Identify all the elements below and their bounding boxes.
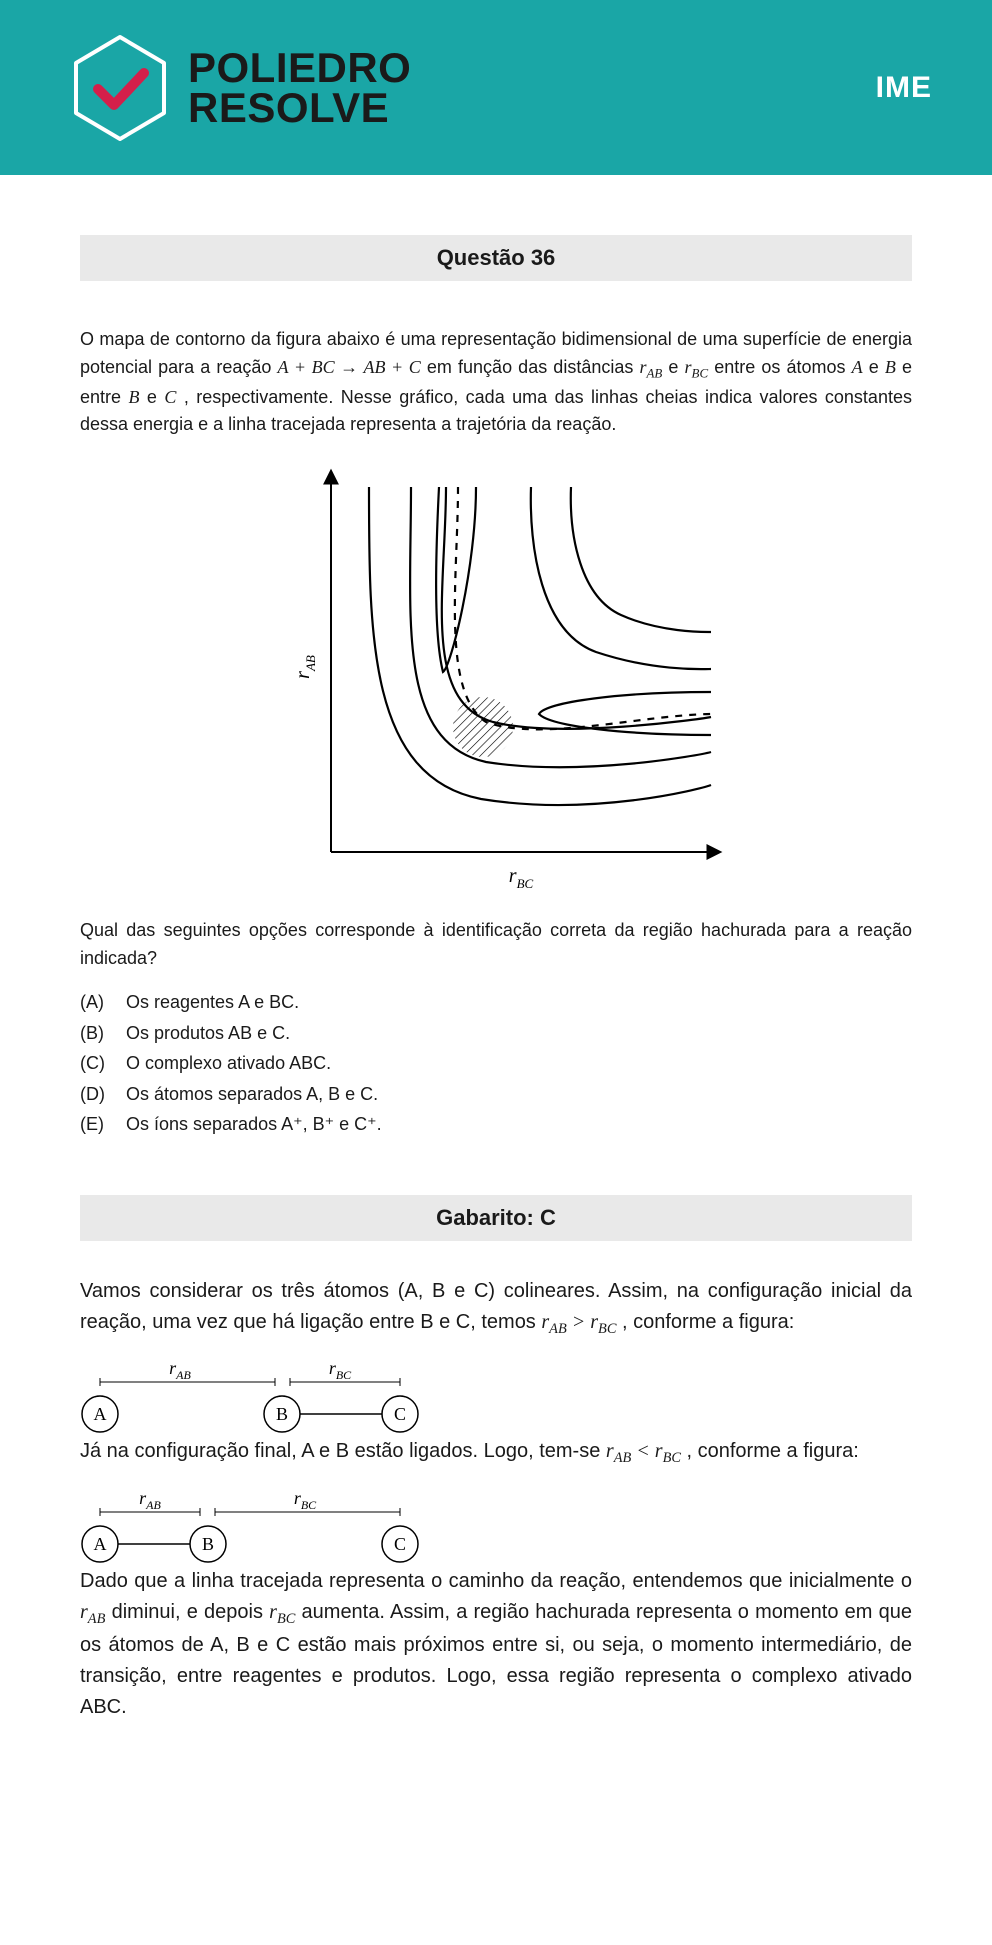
solution-p2: Já na configuração final, A e B estão li…: [80, 1436, 912, 1469]
brand-bottom: RESOLVE: [188, 88, 411, 128]
exam-tag: IME: [876, 71, 932, 105]
atom-diagram-2: rAB rBC A B C: [80, 1486, 440, 1566]
svg-text:rBC: rBC: [329, 1358, 352, 1382]
option-list: (A)Os reagentes A e BC. (B)Os produtos A…: [80, 987, 912, 1140]
brand-top: POLIEDRO: [188, 48, 411, 88]
brand-text: POLIEDRO RESOLVE: [188, 48, 411, 128]
question-prompt: Qual das seguintes opções corresponde à …: [80, 917, 912, 973]
brand-badge: [70, 33, 170, 143]
svg-text:B: B: [276, 1404, 288, 1424]
page-body: Questão 36 O mapa de contorno da figura …: [0, 175, 992, 1799]
svg-text:A: A: [94, 1534, 107, 1554]
solution-p3: Dado que a linha tracejada representa o …: [80, 1566, 912, 1723]
svg-text:rBC: rBC: [294, 1488, 317, 1512]
answer-bar: Gabarito: C: [80, 1195, 912, 1241]
svg-text:A: A: [94, 1404, 107, 1424]
question-paragraph-1: O mapa de contorno da figura abaixo é um…: [80, 326, 912, 439]
brand-lockup: POLIEDRO RESOLVE: [70, 33, 411, 143]
atom-diagram-1: rAB rBC A B C: [80, 1356, 440, 1436]
svg-text:rAB: rAB: [139, 1488, 161, 1512]
hexagon-check-icon: [70, 33, 170, 143]
reaction-formula: A + BC → AB + C: [278, 357, 421, 377]
contour-plot-svg: rAB rBC: [261, 457, 731, 897]
option-d: (D)Os átomos separados A, B e C.: [80, 1079, 912, 1110]
svg-text:C: C: [394, 1534, 406, 1554]
option-a: (A)Os reagentes A e BC.: [80, 987, 912, 1018]
svg-text:rAB: rAB: [169, 1358, 191, 1382]
solution-p1: Vamos considerar os três átomos (A, B e …: [80, 1276, 912, 1340]
svg-text:C: C: [394, 1404, 406, 1424]
svg-text:rAB: rAB: [292, 655, 318, 679]
question-title-bar: Questão 36: [80, 235, 912, 281]
svg-text:B: B: [202, 1534, 214, 1554]
contour-chart: rAB rBC: [80, 457, 912, 897]
option-e: (E)Os íons separados A⁺, B⁺ e C⁺.: [80, 1109, 912, 1140]
page-header: POLIEDRO RESOLVE IME: [0, 0, 992, 175]
solution-text: Vamos considerar os três átomos (A, B e …: [80, 1276, 912, 1723]
question-text: O mapa de contorno da figura abaixo é um…: [80, 326, 912, 439]
option-b: (B)Os produtos AB e C.: [80, 1018, 912, 1049]
svg-text:rBC: rBC: [509, 865, 534, 891]
option-c: (C)O complexo ativado ABC.: [80, 1048, 912, 1079]
